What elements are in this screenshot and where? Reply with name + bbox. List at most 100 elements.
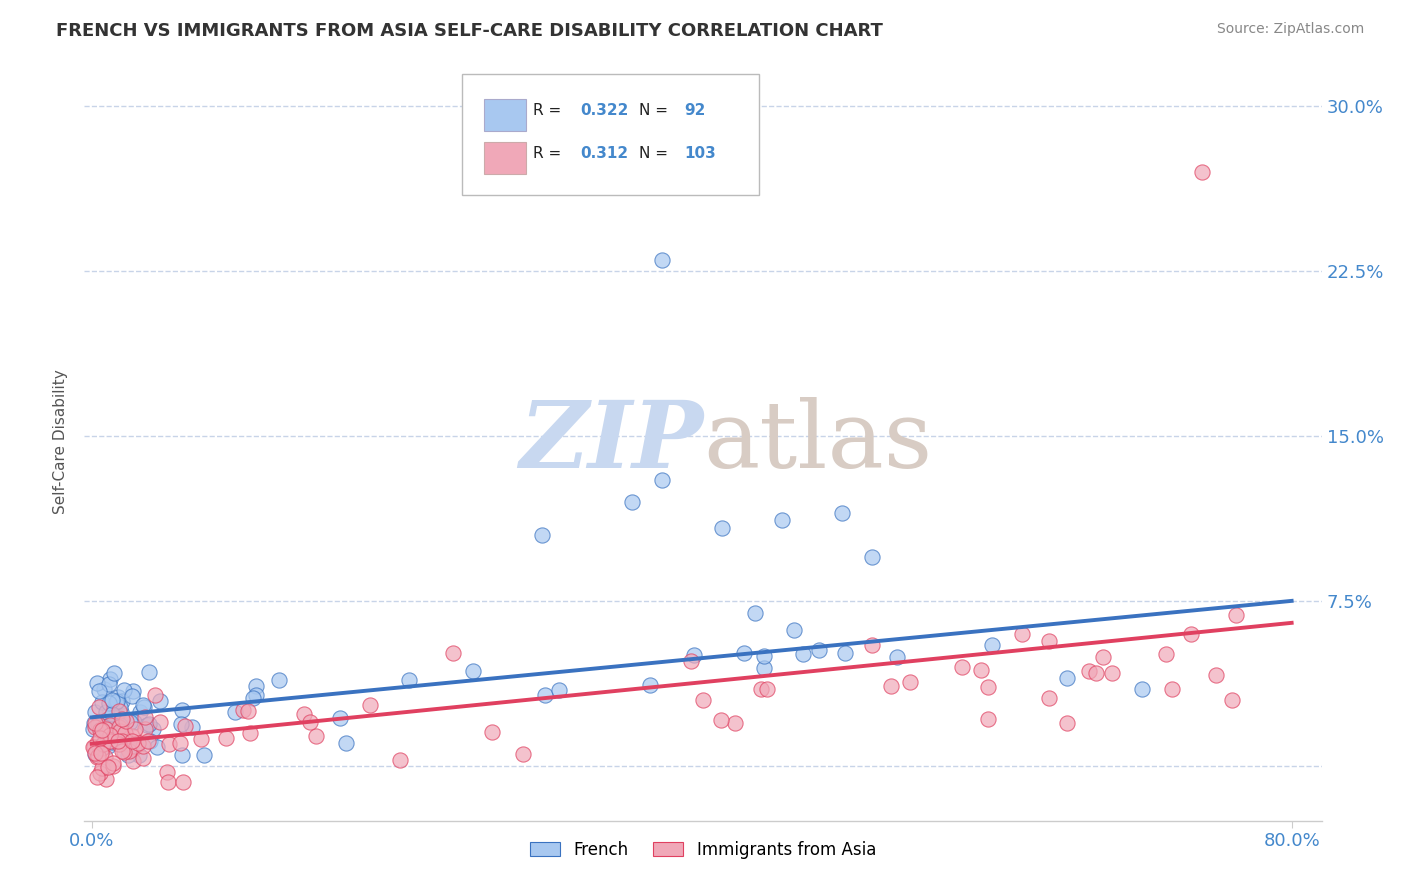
Point bbox=[157, 738, 180, 752]
Point bbox=[86, 736, 108, 750]
Point bbox=[121, 690, 143, 704]
Text: ZIP: ZIP bbox=[519, 397, 703, 486]
Point bbox=[107, 690, 129, 705]
Point bbox=[108, 721, 131, 735]
Point bbox=[245, 689, 267, 703]
Point bbox=[170, 703, 193, 717]
Point bbox=[807, 643, 830, 657]
Point bbox=[98, 729, 121, 743]
Point bbox=[103, 666, 125, 681]
Point bbox=[97, 739, 120, 754]
Point bbox=[970, 663, 993, 677]
Point bbox=[149, 694, 172, 708]
Point bbox=[880, 679, 903, 693]
Point bbox=[132, 739, 155, 753]
Point bbox=[292, 706, 315, 721]
Point bbox=[752, 661, 775, 675]
Point bbox=[238, 704, 260, 718]
Point bbox=[82, 740, 104, 755]
Point bbox=[94, 705, 117, 719]
Point bbox=[1078, 665, 1101, 679]
Point bbox=[900, 675, 922, 690]
Point bbox=[86, 770, 108, 784]
Point bbox=[1130, 681, 1153, 696]
Point bbox=[139, 733, 162, 747]
Point bbox=[94, 750, 117, 764]
Point bbox=[94, 772, 117, 786]
Point bbox=[115, 736, 138, 750]
Point bbox=[101, 693, 124, 707]
Point bbox=[1160, 681, 1182, 696]
Point bbox=[89, 731, 111, 745]
Y-axis label: Self-Care Disability: Self-Care Disability bbox=[53, 369, 69, 514]
Point bbox=[232, 703, 254, 717]
Point bbox=[121, 729, 143, 743]
Point bbox=[93, 734, 115, 748]
Point bbox=[530, 528, 553, 542]
Point bbox=[103, 733, 125, 747]
Text: 0.312: 0.312 bbox=[581, 146, 628, 161]
Point bbox=[97, 725, 120, 739]
Point bbox=[111, 734, 134, 748]
Point bbox=[93, 682, 115, 697]
Point bbox=[115, 714, 138, 728]
Point bbox=[90, 738, 112, 752]
Point bbox=[156, 775, 179, 789]
Point bbox=[834, 646, 856, 660]
Point bbox=[83, 706, 105, 720]
Point bbox=[950, 660, 973, 674]
Point bbox=[110, 705, 132, 719]
Point bbox=[329, 711, 352, 725]
Point bbox=[1225, 607, 1247, 622]
Point bbox=[84, 715, 107, 730]
Point bbox=[104, 695, 127, 709]
Text: 0.322: 0.322 bbox=[581, 103, 628, 118]
Point bbox=[190, 732, 212, 747]
Point bbox=[110, 712, 132, 726]
Point bbox=[724, 715, 747, 730]
Point bbox=[755, 681, 778, 696]
Point bbox=[131, 698, 153, 712]
Text: atlas: atlas bbox=[703, 397, 932, 486]
Point bbox=[620, 495, 643, 509]
Point bbox=[792, 647, 814, 661]
Point bbox=[107, 710, 129, 724]
Point bbox=[142, 722, 165, 736]
Point bbox=[181, 720, 204, 734]
Point bbox=[1038, 634, 1060, 648]
Point bbox=[174, 719, 197, 733]
Point bbox=[651, 473, 673, 487]
Point bbox=[335, 736, 357, 750]
Point bbox=[143, 688, 166, 702]
Point bbox=[103, 756, 125, 770]
Point bbox=[107, 734, 129, 748]
Text: R =: R = bbox=[533, 146, 567, 161]
Point bbox=[104, 732, 127, 747]
Point bbox=[977, 712, 1000, 726]
Point bbox=[127, 736, 149, 750]
Point bbox=[831, 506, 853, 520]
Point bbox=[692, 693, 714, 707]
Text: 103: 103 bbox=[685, 146, 716, 161]
Point bbox=[97, 732, 120, 747]
Point bbox=[389, 753, 412, 767]
Point bbox=[108, 704, 131, 718]
Point bbox=[128, 747, 150, 762]
Point bbox=[170, 747, 193, 762]
Point bbox=[1205, 668, 1227, 682]
Point bbox=[215, 731, 238, 745]
Point bbox=[138, 716, 160, 731]
Point bbox=[298, 715, 321, 730]
Point bbox=[98, 697, 121, 711]
Point bbox=[89, 684, 111, 698]
Point bbox=[156, 764, 179, 779]
Point bbox=[108, 718, 131, 732]
Point bbox=[1056, 671, 1078, 685]
Point bbox=[83, 739, 105, 754]
Text: FRENCH VS IMMIGRANTS FROM ASIA SELF-CARE DISABILITY CORRELATION CHART: FRENCH VS IMMIGRANTS FROM ASIA SELF-CARE… bbox=[56, 22, 883, 40]
Point bbox=[91, 737, 114, 751]
Point bbox=[98, 672, 121, 686]
Point bbox=[136, 734, 159, 748]
Point bbox=[87, 749, 110, 764]
FancyBboxPatch shape bbox=[484, 142, 526, 174]
